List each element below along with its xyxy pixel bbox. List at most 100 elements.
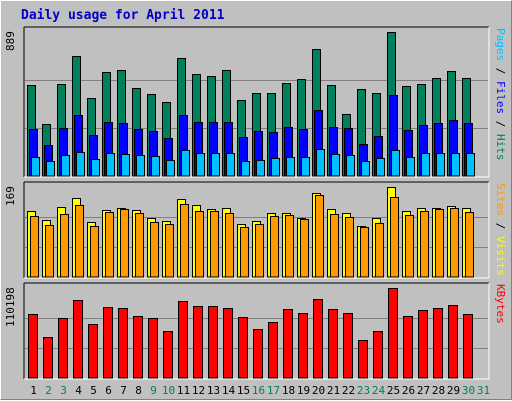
legend-kbytes: KBytes [494, 284, 507, 324]
x-tick-label-day-18: 18 [282, 384, 295, 397]
legend-sites: Sites [494, 183, 507, 217]
bar-sites-day-8 [135, 213, 144, 278]
x-tick-label-day-21: 21 [327, 384, 340, 397]
bar-kbytes-day-18 [283, 309, 293, 379]
x-tick-label-day-14: 14 [222, 384, 236, 397]
x-tick-label-day-19: 19 [297, 384, 310, 397]
bar-pages-day-10 [166, 160, 175, 177]
bar-pages-day-12 [196, 153, 205, 177]
bar-sites-day-29 [450, 208, 459, 278]
legend-hits: Hits [494, 134, 507, 161]
bar-kbytes-day-26 [403, 316, 413, 379]
bar-sites-day-7 [120, 209, 129, 278]
bar-sites-day-14 [225, 213, 234, 278]
legend-hits-files-pages: Pages / Files / Hits [494, 28, 507, 161]
bar-kbytes-day-7 [118, 308, 128, 379]
bar-sites-day-16 [255, 224, 264, 278]
bar-pages-day-19 [301, 157, 310, 177]
bar-sites-day-28 [435, 209, 444, 278]
bar-pages-day-30 [466, 153, 475, 177]
x-tick-label-day-31: 31 [477, 384, 490, 397]
bar-kbytes-day-23 [358, 340, 368, 379]
bar-kbytes-day-20 [313, 299, 323, 379]
bar-sites-day-13 [210, 211, 219, 278]
bar-pages-day-17 [271, 158, 280, 177]
x-tick-label-day-16: 16 [252, 384, 265, 397]
bar-kbytes-day-10 [163, 331, 173, 379]
bar-sites-day-1 [30, 216, 39, 278]
bar-sites-day-25 [390, 197, 399, 278]
x-tick-label-day-7: 7 [120, 384, 127, 397]
bar-kbytes-day-1 [28, 314, 38, 379]
bar-pages-day-24 [376, 158, 385, 177]
bar-kbytes-day-21 [328, 309, 338, 379]
bar-pages-day-9 [151, 156, 160, 177]
bar-kbytes-day-2 [43, 337, 53, 379]
bar-pages-day-8 [136, 155, 145, 177]
bar-pages-day-22 [346, 155, 355, 177]
x-tick-label-day-27: 27 [417, 384, 430, 397]
x-tick-label-day-11: 11 [177, 384, 190, 397]
x-tick-label-day-1: 1 [30, 384, 37, 397]
top-scale-label: 889 [4, 31, 17, 51]
bar-kbytes-day-8 [133, 316, 143, 379]
bar-sites-day-19 [300, 219, 309, 278]
bottom-scale-label: 110198 [4, 287, 17, 327]
bars-layer [27, 32, 475, 379]
bar-kbytes-day-30 [463, 314, 473, 379]
bar-pages-day-15 [241, 161, 250, 177]
x-tick-label-day-26: 26 [402, 384, 415, 397]
x-tick-label-day-8: 8 [135, 384, 142, 397]
bar-sites-day-20 [315, 195, 324, 278]
x-tick-label-day-15: 15 [237, 384, 250, 397]
x-tick-label-day-6: 6 [105, 384, 112, 397]
x-tick-label-day-12: 12 [192, 384, 205, 397]
bar-sites-day-10 [165, 224, 174, 278]
bar-pages-day-13 [211, 153, 220, 177]
x-tick-label-day-24: 24 [372, 384, 386, 397]
bar-kbytes-day-6 [103, 307, 113, 379]
bar-sites-day-26 [405, 215, 414, 278]
bar-sites-day-9 [150, 222, 159, 278]
bar-sites-day-27 [420, 211, 429, 278]
bar-pages-day-7 [121, 154, 130, 177]
legend-visits: Visits [494, 236, 507, 276]
bar-kbytes-day-17 [268, 322, 278, 379]
bar-pages-day-20 [316, 149, 325, 177]
legend-separator: / [494, 216, 507, 236]
bar-pages-day-1 [31, 157, 40, 177]
bar-sites-day-11 [180, 204, 189, 278]
bar-pages-day-3 [61, 155, 70, 177]
bar-kbytes-day-12 [193, 306, 203, 379]
x-tick-label-day-9: 9 [150, 384, 157, 397]
bar-pages-day-25 [391, 150, 400, 177]
bar-sites-day-18 [285, 215, 294, 278]
legend-kbytes-label: KBytes [494, 284, 507, 324]
bar-sites-day-15 [240, 227, 249, 278]
x-tick-label-day-13: 13 [207, 384, 220, 397]
bar-pages-day-16 [256, 160, 265, 177]
bar-pages-day-6 [106, 153, 115, 177]
legend-separator: / [494, 114, 507, 134]
bar-sites-day-23 [360, 227, 369, 278]
bar-kbytes-day-28 [433, 308, 443, 379]
bar-pages-day-5 [91, 159, 100, 177]
x-tick-label-day-10: 10 [162, 384, 175, 397]
bar-kbytes-day-27 [418, 310, 428, 379]
x-tick-label-day-28: 28 [432, 384, 445, 397]
x-tick-label-day-30: 30 [462, 384, 475, 397]
x-tick-label-day-5: 5 [90, 384, 97, 397]
bar-kbytes-day-29 [448, 305, 458, 379]
bar-kbytes-day-4 [73, 300, 83, 379]
bar-sites-day-4 [75, 205, 84, 278]
bar-kbytes-day-22 [343, 313, 353, 379]
bar-kbytes-day-13 [208, 306, 218, 379]
bar-kbytes-day-11 [178, 301, 188, 379]
x-tick-label-day-4: 4 [75, 384, 82, 397]
bar-sites-day-21 [330, 214, 339, 278]
x-tick-label-day-20: 20 [312, 384, 325, 397]
bar-sites-day-22 [345, 217, 354, 278]
chart-title: Daily usage for April 2011 [21, 8, 225, 23]
